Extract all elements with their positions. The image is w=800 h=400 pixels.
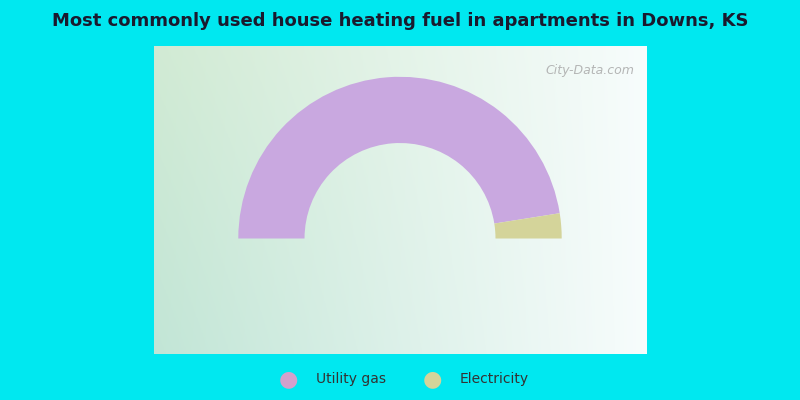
Text: Utility gas: Utility gas (316, 372, 386, 386)
Wedge shape (494, 213, 562, 238)
Text: City-Data.com: City-Data.com (546, 64, 634, 78)
Wedge shape (238, 77, 560, 238)
Text: ●: ● (422, 369, 442, 389)
Text: Electricity: Electricity (460, 372, 529, 386)
Text: ●: ● (278, 369, 298, 389)
Text: Most commonly used house heating fuel in apartments in Downs, KS: Most commonly used house heating fuel in… (52, 12, 748, 30)
